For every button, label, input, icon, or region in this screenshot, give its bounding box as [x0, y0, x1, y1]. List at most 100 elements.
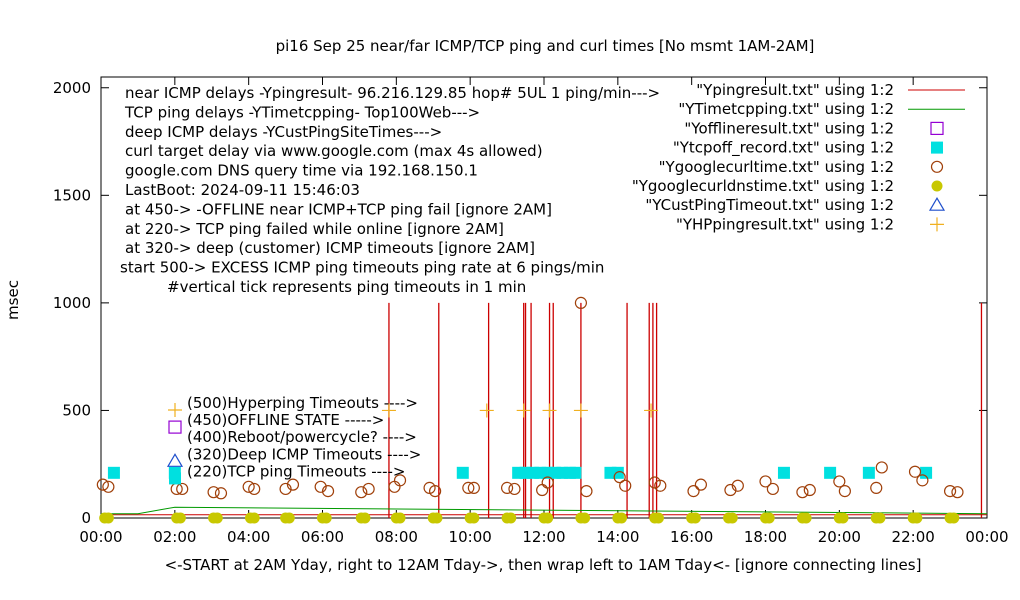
legend-label: "YCustPingTimeout.txt" using 1:2 [645, 196, 894, 214]
data-point [573, 403, 588, 418]
key-annotations: (500)Hyperping Timeouts ---->(450)OFFLIN… [166, 394, 421, 485]
x-tick-label: 06:00 [301, 528, 344, 546]
key-annotation-label: (450)OFFLINE STATE -----> [187, 411, 384, 429]
legend-label: "Ygooglecurltime.txt" using 1:2 [659, 158, 894, 176]
data-point [862, 466, 875, 479]
data-point [248, 512, 260, 524]
data-point [613, 471, 626, 484]
series-ytimetcpping [101, 506, 988, 515]
data-point [541, 476, 554, 489]
data-point [579, 512, 591, 524]
data-point [916, 474, 929, 487]
data-point [777, 466, 790, 479]
data-point [479, 403, 494, 418]
data-point [800, 512, 812, 524]
data-point [920, 466, 933, 479]
x-tick-label: 10:00 [449, 528, 492, 546]
data-point [102, 480, 115, 493]
info-line: curl target delay via www.google.com (ma… [125, 142, 543, 160]
data-point [837, 512, 849, 524]
x-tick-label: 20:00 [818, 528, 861, 546]
x-tick-label: 08:00 [375, 528, 418, 546]
data-point [248, 482, 261, 496]
data-point [569, 466, 582, 479]
data-point [96, 478, 109, 491]
legend-marker-sample [930, 121, 944, 136]
info-line: deep ICMP delays -YCustPingSiteTimes---> [125, 123, 442, 141]
legend-label: "Yofflineresult.txt" using 1:2 [684, 119, 894, 137]
y-tick-label: 1500 [53, 186, 91, 204]
data-point [516, 403, 531, 418]
data-point [694, 478, 707, 491]
x-tick-label: 02:00 [153, 528, 196, 546]
data-point [644, 403, 659, 418]
data-point [214, 487, 228, 500]
data-point [536, 483, 549, 497]
series-ygooglecurltime [96, 296, 964, 500]
data-point [870, 481, 883, 494]
data-point [428, 485, 442, 498]
data-point [580, 485, 593, 498]
legend-label: "YTimetcpping.txt" using 1:2 [678, 100, 894, 118]
series-ygooglecurldnstime [99, 512, 960, 524]
chart-title: pi16 Sep 25 near/far ICMP/TCP ping and c… [276, 37, 815, 55]
data-point [468, 512, 480, 524]
data-point [833, 475, 846, 488]
data-point [279, 482, 292, 496]
info-line: google.com DNS query time via 192.168.15… [125, 162, 478, 180]
data-point [355, 486, 368, 499]
legend-marker-sample [931, 180, 943, 192]
info-line: at 450-> -OFFLINE near ICMP+TCP ping fai… [125, 200, 552, 218]
x-tick-label: 12:00 [522, 528, 565, 546]
series-line [101, 506, 988, 515]
y-axis-label: msec [4, 280, 22, 320]
data-point [462, 481, 475, 494]
y-tick-labels: 0 500 1000 1500 2000 [53, 79, 91, 527]
data-point [951, 486, 964, 499]
info-line: #vertical tick represents ping timeouts … [167, 278, 526, 296]
data-point [652, 512, 664, 524]
data-point [456, 466, 469, 479]
data-point [943, 485, 957, 498]
data-point [102, 512, 114, 524]
x-tick-label: 18:00 [744, 528, 787, 546]
data-point [381, 403, 396, 418]
info-line: near ICMP delays -Ypingresult- 96.216.12… [125, 84, 660, 102]
key-annotation-marker [166, 453, 184, 467]
data-point [803, 483, 816, 497]
data-point [508, 482, 521, 496]
series-layer [96, 296, 988, 524]
legend-marker-sample [928, 197, 946, 211]
series-ypingresult-spikes-ping-timeout-ticks- [388, 302, 983, 518]
data-point [542, 512, 554, 524]
key-annotation-label: (400)Reboot/powercycle? ----> [187, 428, 417, 446]
x-tick-label: 14:00 [596, 528, 639, 546]
data-point [689, 512, 701, 524]
data-point [362, 482, 375, 496]
y-tick-label: 1000 [53, 294, 91, 312]
data-point [616, 512, 628, 524]
data-point [908, 465, 922, 478]
info-line: LastBoot: 2024-09-11 15:46:03 [125, 181, 360, 199]
data-point [500, 481, 514, 494]
data-point [321, 485, 335, 498]
info-text-block: near ICMP delays -Ypingresult- 96.216.12… [120, 84, 660, 296]
data-point [875, 461, 888, 474]
key-annotation-label: (500)Hyperping Timeouts ----> [187, 394, 418, 412]
data-point [724, 483, 737, 497]
data-point [467, 481, 480, 494]
data-point [107, 466, 120, 479]
legend-label: "Ypingresult.txt" using 1:2 [696, 81, 894, 99]
info-line: at 320-> deep (customer) ICMP timeouts [… [125, 239, 535, 257]
data-point [242, 480, 255, 493]
data-point [320, 512, 332, 524]
info-line: TCP ping delays -YTimetcpping- Top100Web… [124, 103, 480, 121]
x-tick-label: 16:00 [670, 528, 713, 546]
data-point [763, 512, 775, 524]
data-point [176, 482, 189, 496]
legend-marker-sample [930, 160, 944, 173]
x-tick-label: 04:00 [227, 528, 270, 546]
y-tick-label: 0 [81, 509, 91, 527]
data-point [874, 512, 886, 524]
key-annotation-label: (320)Deep ICMP Timeouts ----> [187, 445, 421, 463]
